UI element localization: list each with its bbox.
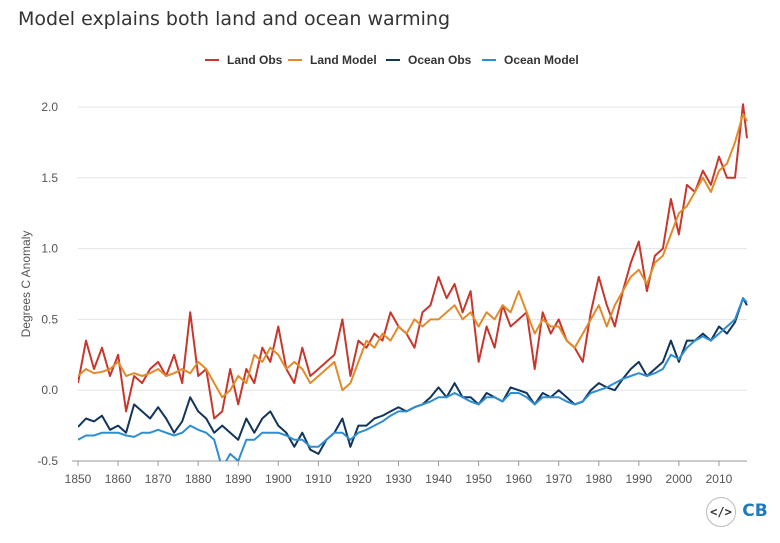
legend-label-land-model: Land Model (310, 53, 377, 67)
legend-label-land-obs: Land Obs (227, 53, 283, 67)
x-tick-label: 1850 (65, 472, 92, 486)
legend-swatch-land-obs (205, 59, 219, 61)
legend-swatch-ocean-model (482, 59, 496, 61)
x-tick-label: 1990 (625, 472, 652, 486)
legend-item-ocean-obs[interactable]: Ocean Obs (386, 53, 471, 67)
x-tick-label: 1970 (545, 472, 572, 486)
legend-item-land-obs[interactable]: Land Obs (205, 53, 282, 67)
y-tick-label: 2.0 (41, 100, 58, 114)
legend-item-ocean-model[interactable]: Ocean Model (482, 53, 579, 67)
x-tick-label: 2000 (666, 472, 693, 486)
x-tick-label: 1940 (425, 472, 452, 486)
series-line-land-model (78, 113, 748, 399)
y-tick-label: -0.5 (37, 454, 58, 468)
legend-label-ocean-obs: Ocean Obs (408, 53, 472, 67)
x-tick-label: 1980 (585, 472, 612, 486)
legend-swatch-ocean-obs (386, 59, 400, 61)
x-tick-label: 1900 (265, 472, 292, 486)
legend: Land Obs Land Model Ocean Obs Ocean Mode… (0, 53, 780, 73)
y-tick-label: 0.5 (41, 312, 58, 326)
y-tick-label: 1.5 (41, 171, 58, 185)
y-tick-label: 0.0 (41, 383, 58, 397)
x-tick-label: 1950 (465, 472, 492, 486)
x-tick-label: 1960 (505, 472, 532, 486)
y-axis-label: Degrees C Anomaly (19, 231, 33, 338)
x-tick-label: 2010 (706, 472, 733, 486)
x-tick-label: 1890 (225, 472, 252, 486)
series-line-ocean-model (78, 297, 748, 461)
carbon-brief-logo: CB (742, 501, 768, 521)
x-tick-label: 1880 (185, 472, 212, 486)
x-tick-label: 1930 (385, 472, 412, 486)
x-tick-label: 1870 (145, 472, 172, 486)
x-tick-label: 1910 (305, 472, 332, 486)
series-line-land-obs (78, 103, 748, 420)
legend-label-ocean-model: Ocean Model (504, 53, 579, 67)
legend-swatch-land-model (288, 59, 302, 61)
x-tick-label: 1860 (105, 472, 132, 486)
legend-item-land-model[interactable]: Land Model (288, 53, 377, 67)
chart-title: Model explains both land and ocean warmi… (18, 8, 451, 30)
embed-code-button[interactable]: </> (706, 497, 736, 527)
y-tick-label: 1.0 (41, 242, 58, 256)
x-tick-label: 1920 (345, 472, 372, 486)
